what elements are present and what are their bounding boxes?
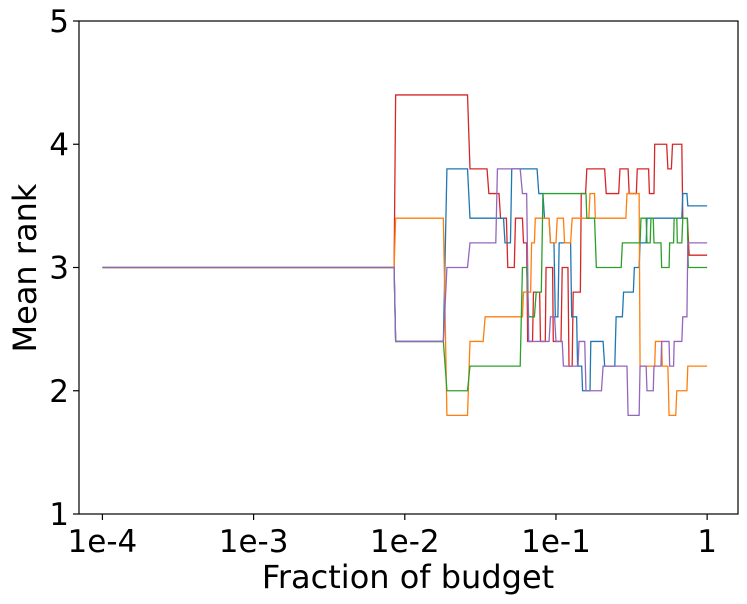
series-line-5 (102, 168, 708, 417)
y-axis-label: Mean rank (6, 183, 44, 352)
series-line-3 (102, 192, 708, 417)
y-tick-label-1: 1 (49, 497, 69, 533)
x-axis-label: Fraction of budget (262, 558, 554, 596)
series-line-4 (102, 192, 708, 392)
y-axis: 1 2 3 4 5 (49, 4, 79, 533)
x-tick-label-5: 1 (697, 524, 717, 560)
series-layer (102, 94, 708, 417)
y-tick-label-3: 3 (49, 251, 69, 287)
y-tick-label-2: 2 (49, 374, 69, 410)
x-tick-label-4: 1e-1 (521, 524, 591, 560)
x-axis: 1e-4 1e-3 1e-2 1e-1 1 (68, 514, 717, 560)
x-tick-label-2: 1e-3 (219, 524, 289, 560)
y-tick-label-5: 5 (49, 4, 69, 40)
x-tick-label-3: 1e-2 (370, 524, 440, 560)
y-tick-label-4: 4 (49, 127, 69, 163)
series-line-1 (102, 94, 708, 367)
x-tick-label-1: 1e-4 (68, 524, 138, 560)
series-line-2 (102, 168, 708, 392)
